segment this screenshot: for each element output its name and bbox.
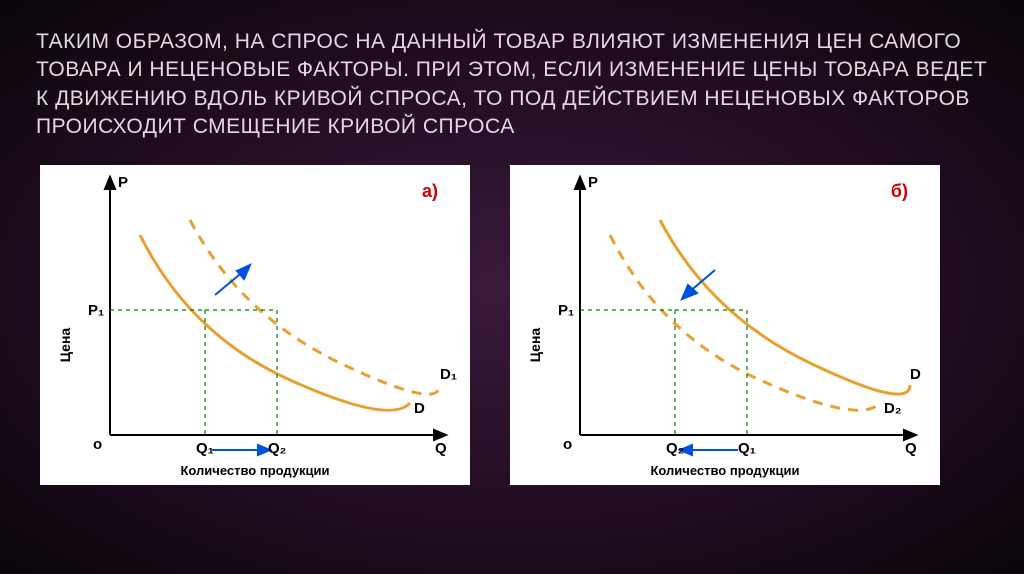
p-axis-label: P [588, 174, 598, 191]
p1-label: P₁ [88, 302, 104, 319]
d-label: D [414, 400, 425, 417]
x-axis-title: Количество продукции [650, 463, 799, 478]
origin-label: о [563, 436, 572, 453]
p1-label: P₁ [558, 302, 574, 319]
q2-label: Q₂ [268, 440, 286, 457]
chart-b: P Q б) P₁ о Q₂ Q₁ D D₂ Цена Количество п… [510, 165, 940, 485]
q2-label: Q₂ [666, 440, 684, 457]
q1-label: Q₁ [196, 440, 214, 457]
d1-label: D₁ [440, 366, 457, 383]
y-axis-title: Цена [57, 328, 73, 363]
d-label: D [910, 366, 921, 383]
p-axis-label: P [118, 174, 128, 191]
origin-label: о [93, 436, 102, 453]
q-axis-label: Q [435, 440, 447, 457]
x-axis-title: Количество продукции [180, 463, 329, 478]
chart-b-tag: б) [891, 181, 908, 201]
y-axis-title: Цена [527, 328, 543, 363]
slide-heading: ТАКИМ ОБРАЗОМ, НА СПРОС НА ДАННЫЙ ТОВАР … [36, 28, 988, 141]
d2-label: D₂ [884, 400, 902, 417]
q1-label: Q₁ [738, 440, 756, 457]
chart-a-tag: а) [422, 181, 438, 201]
charts-container: P Q а) P₁ о Q₁ Q₂ D D₁ Цена Количество п… [40, 165, 988, 485]
chart-a: P Q а) P₁ о Q₁ Q₂ D D₁ Цена Количество п… [40, 165, 470, 485]
q-axis-label: Q [905, 440, 917, 457]
